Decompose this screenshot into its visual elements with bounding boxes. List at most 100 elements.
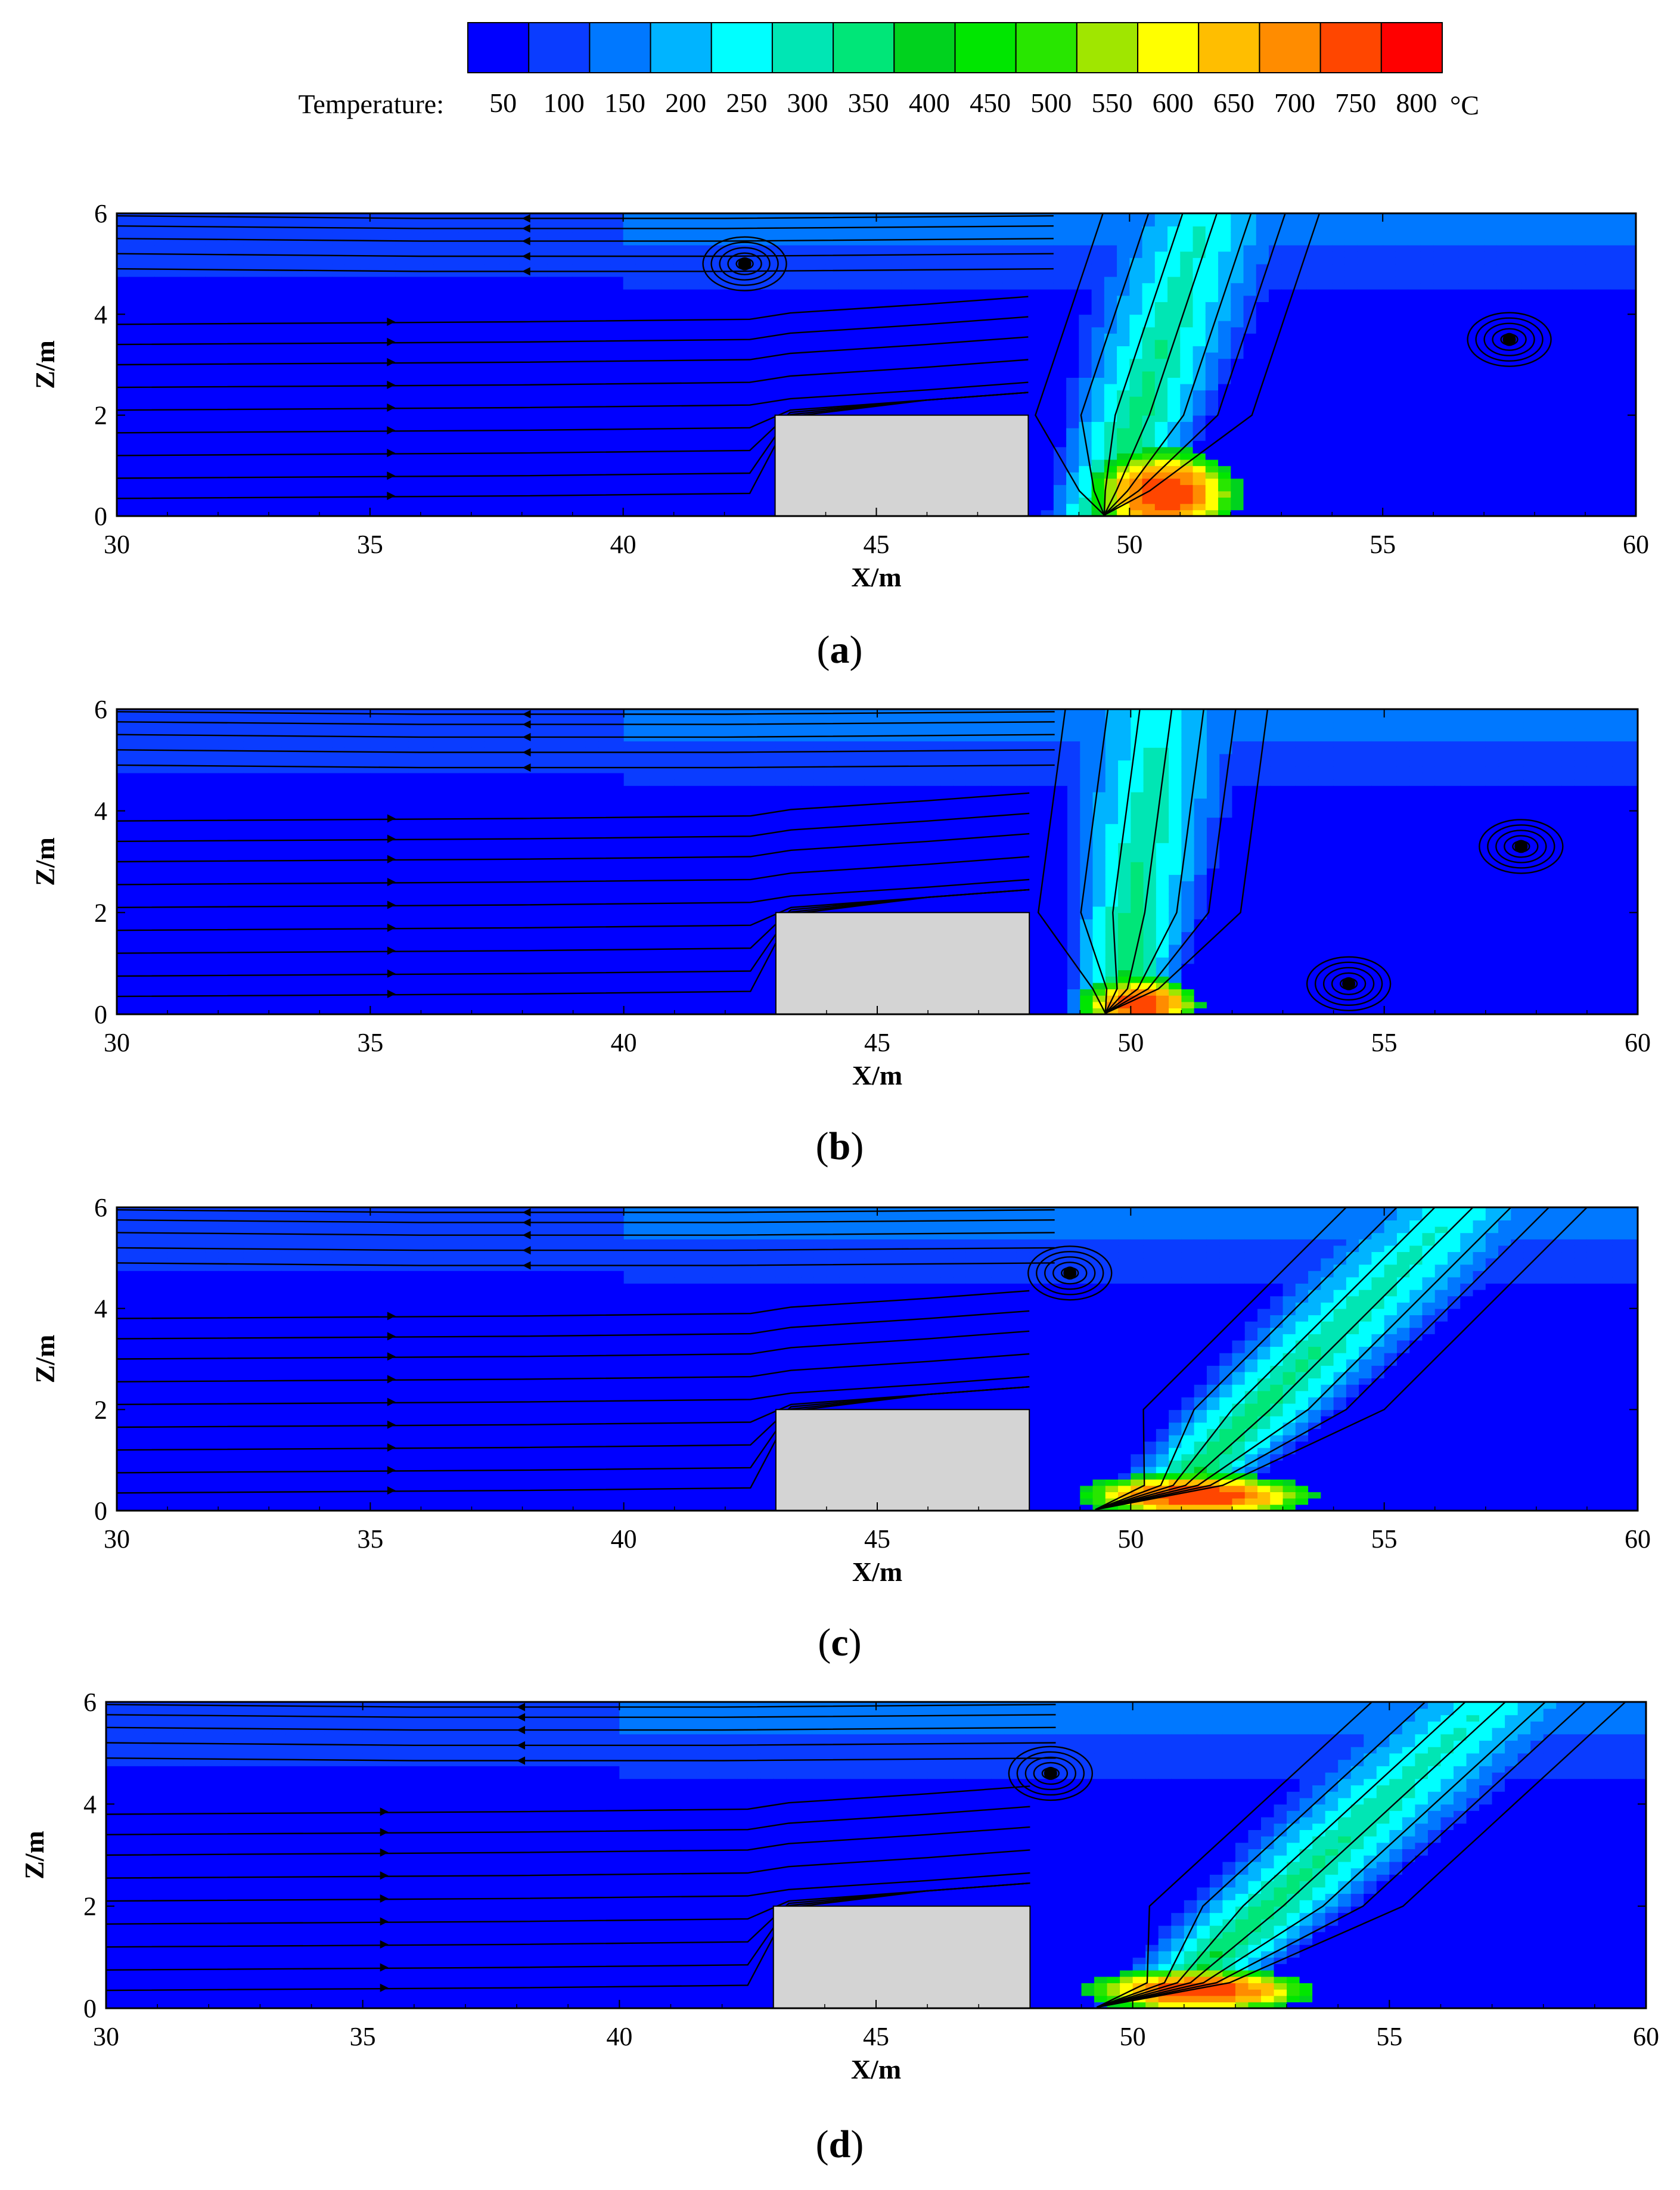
temperature-cell: [547, 446, 561, 453]
temperature-cell: [1243, 276, 1257, 284]
temperature-cell: [408, 484, 421, 492]
temperature-cell: [1370, 377, 1383, 384]
temperature-cell: [762, 478, 776, 485]
temperature-cell: [433, 465, 447, 473]
temperature-cell: [496, 421, 510, 428]
temperature-cell: [927, 276, 940, 284]
temperature-cell: [1319, 314, 1333, 321]
temperature-cell: [205, 421, 219, 428]
temperature-cell: [458, 238, 472, 246]
temperature-cell: [129, 390, 143, 397]
temperature-cell: [712, 270, 725, 277]
temperature-cell: [775, 257, 788, 265]
temperature-cell: [369, 484, 383, 492]
temperature-cell: [180, 390, 194, 397]
temperature-cell: [420, 421, 434, 428]
temperature-cell: [1205, 396, 1219, 403]
temperature-cell: [1281, 471, 1295, 479]
temperature-cell: [167, 427, 181, 435]
temperature-cell: [1370, 371, 1383, 378]
temperature-cell: [306, 232, 320, 240]
temperature-cell: [1383, 478, 1396, 485]
temperature-cell: [724, 213, 738, 220]
temperature-cell: [838, 396, 852, 403]
temperature-cell: [1395, 365, 1409, 372]
temperature-cell: [1357, 289, 1371, 296]
temperature-cell: [534, 307, 548, 315]
temperature-cell: [1016, 358, 1029, 365]
temperature-cell: [813, 282, 827, 290]
temperature-cell: [433, 440, 447, 448]
temperature-cell: [534, 453, 548, 460]
temperature-cell: [319, 471, 333, 479]
temperature-cell: [471, 365, 485, 372]
temperature-cell: [1256, 459, 1269, 467]
temperature-cell: [306, 226, 320, 233]
temperature-cell: [1294, 232, 1308, 240]
temperature-cell: [1091, 371, 1105, 378]
temperature-cell: [1357, 459, 1371, 467]
temperature-cell: [1408, 396, 1421, 403]
temperature-cell: [1281, 270, 1295, 277]
temperature-cell: [1028, 453, 1042, 460]
temperature-cell: [521, 377, 535, 384]
temperature-cell: [319, 409, 333, 416]
temperature-cell: [864, 383, 877, 391]
temperature-cell: [1066, 333, 1080, 340]
temperature-cell: [369, 327, 383, 334]
temperature-cell: [408, 497, 421, 504]
temperature-cell: [724, 465, 738, 473]
temperature-cell: [1028, 346, 1042, 353]
temperature-cell: [256, 289, 269, 296]
temperature-cell: [294, 219, 308, 226]
temperature-cell: [357, 244, 371, 252]
temperature-cell: [369, 377, 383, 384]
temperature-cell: [369, 390, 383, 397]
temperature-cell: [572, 490, 586, 498]
temperature-cell: [661, 371, 675, 378]
temperature-cell: [192, 402, 206, 409]
temperature-cell: [294, 440, 308, 448]
temperature-cell: [1091, 434, 1105, 441]
temperature-cell: [534, 490, 548, 498]
temperature-cell: [408, 219, 421, 226]
temperature-cell: [876, 377, 890, 384]
temperature-cell: [864, 226, 877, 233]
temperature-cell: [610, 478, 624, 485]
temperature-cell: [1117, 497, 1131, 504]
temperature-cell: [1268, 263, 1282, 271]
temperature-cell: [724, 390, 738, 397]
temperature-cell: [712, 453, 725, 460]
temperature-cell: [750, 465, 763, 473]
temperature-cell: [117, 346, 131, 353]
temperature-cell: [800, 251, 814, 258]
temperature-cell: [1294, 327, 1308, 334]
temperature-cell: [1193, 219, 1206, 226]
temperature-cell: [927, 377, 940, 384]
temperature-cell: [673, 396, 687, 403]
temperature-cell: [1079, 415, 1092, 423]
temperature-cell: [1319, 251, 1333, 258]
temperature-cell: [712, 302, 725, 309]
temperature-cell: [306, 478, 320, 485]
temperature-cell: [1332, 232, 1346, 240]
temperature-cell: [1319, 396, 1333, 403]
temperature-cell: [1395, 484, 1409, 492]
temperature-cell: [180, 409, 194, 416]
temperature-cell: [344, 295, 358, 302]
temperature-cell: [724, 383, 738, 391]
temperature-cell: [927, 383, 940, 391]
temperature-cell: [1016, 402, 1029, 409]
temperature-cell: [635, 434, 649, 441]
temperature-cell: [1256, 510, 1269, 516]
temperature-cell: [1370, 497, 1383, 504]
temperature-cell: [154, 314, 168, 321]
temperature-cell: [1091, 377, 1105, 384]
temperature-cell: [1383, 453, 1396, 460]
temperature-cell: [547, 307, 561, 315]
temperature-cell: [1091, 320, 1105, 328]
temperature-cell: [117, 440, 131, 448]
temperature-cell: [547, 257, 561, 265]
temperature-cell: [395, 333, 409, 340]
temperature-cell: [1205, 244, 1219, 252]
